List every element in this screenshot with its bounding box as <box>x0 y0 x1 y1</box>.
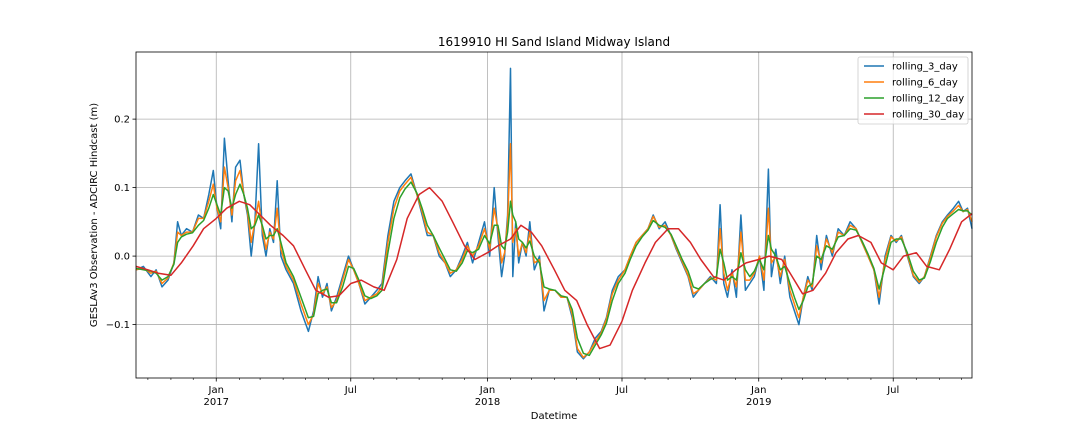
x-tick-label: Jan <box>750 385 766 396</box>
x-tick-label: Jul <box>886 385 899 396</box>
legend-label: rolling_30_day <box>892 110 964 121</box>
legend-label: rolling_12_day <box>892 94 964 105</box>
y-tick-label: 0.2 <box>114 115 130 126</box>
x-axis-label: Datetime <box>531 411 578 422</box>
y-tick-label: −0.1 <box>106 320 130 331</box>
x-tick-label: Jan <box>208 385 224 396</box>
y-axis: −0.1 0.0 0.1 0.2 <box>106 115 136 331</box>
legend-box <box>857 56 969 125</box>
x-tick-label: Jul <box>344 385 357 396</box>
y-tick-label: 0.1 <box>114 183 130 194</box>
series-lines <box>135 67 973 360</box>
y-axis-label: GESLAv3 Observation - ADCIRC Hindcast (m… <box>89 103 100 327</box>
chart-title: 1619910 HI Sand Island Midway Island <box>438 35 670 49</box>
x-tick-year-label: 2019 <box>746 397 771 408</box>
x-tick-year-label: 2018 <box>475 397 500 408</box>
legend-label: rolling_3_day <box>892 62 958 73</box>
plot-frame <box>135 51 973 379</box>
legend-label: rolling_6_day <box>892 78 958 89</box>
y-tick-label: 0.0 <box>114 252 130 263</box>
x-tick-year-label: 2017 <box>204 397 229 408</box>
grid-lines <box>136 52 972 378</box>
series-line-rolling-30-day <box>135 186 973 350</box>
series-line-rolling-6-day <box>135 143 973 359</box>
series-line-rolling-12-day <box>135 181 973 357</box>
x-tick-label: Jan <box>479 385 495 396</box>
x-tick-label: Jul <box>615 385 628 396</box>
legend: rolling_3_day rolling_6_day rolling_12_day… <box>857 56 969 125</box>
